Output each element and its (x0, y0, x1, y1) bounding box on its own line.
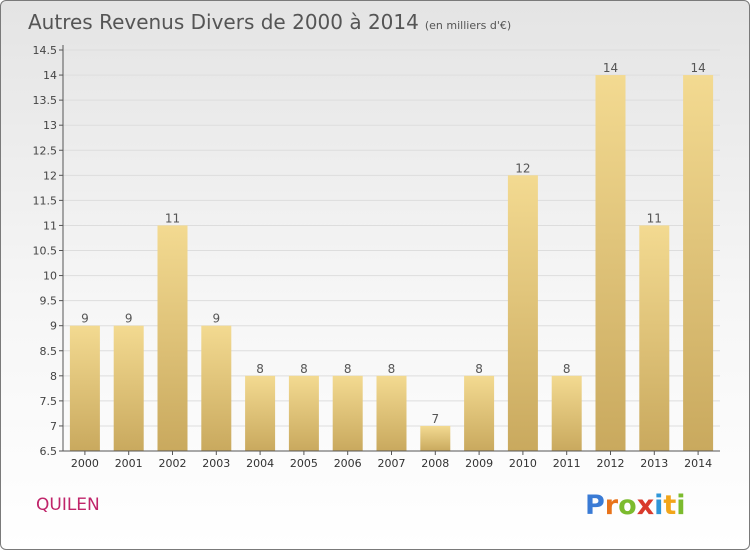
data-label: 11 (165, 211, 180, 225)
logo-letter: i (676, 490, 686, 521)
y-tick-label: 11 (43, 219, 57, 232)
data-label: 8 (300, 362, 308, 376)
y-tick-label: 7.5 (40, 395, 58, 408)
y-tick-label: 10.5 (33, 245, 58, 258)
y-tick-label: 8.5 (40, 345, 58, 358)
data-label: 14 (690, 61, 705, 75)
x-tick-label: 2014 (684, 457, 712, 470)
x-tick-label: 2003 (202, 457, 230, 470)
bar (332, 375, 363, 451)
y-tick-label: 9.5 (40, 295, 58, 308)
y-tick-label: 12 (43, 169, 57, 182)
proxiti-logo: Proxiti (585, 490, 686, 521)
logo-letter: P (585, 490, 605, 521)
bars: 9 9 11 9 8 8 8 8 7 8 12 8 14 11 14 (69, 61, 714, 451)
x-tick-label: 2011 (553, 457, 581, 470)
x-tick-label: 2005 (290, 457, 318, 470)
x-tick-label: 2009 (465, 457, 493, 470)
bar (683, 75, 714, 451)
y-tick-label: 14.5 (33, 44, 58, 57)
data-label: 9 (125, 312, 133, 326)
data-label: 14 (603, 61, 618, 75)
chart-title: Autres Revenus Divers de 2000 à 2014 (en … (28, 10, 511, 34)
data-label: 9 (212, 312, 220, 326)
x-tick-label: 2000 (71, 457, 99, 470)
y-tick-label: 8 (50, 370, 57, 383)
bar (69, 325, 100, 451)
y-tick-label: 13 (43, 119, 57, 132)
bar (507, 175, 538, 451)
x-tick-label: 2007 (378, 457, 406, 470)
x-tick-label: 2001 (115, 457, 143, 470)
y-tick-label: 9 (50, 320, 57, 333)
bar (551, 375, 582, 451)
bar (595, 75, 626, 451)
x-tick-label: 2004 (246, 457, 274, 470)
logo-letter: x (636, 490, 655, 521)
x-tick-label: 2008 (421, 457, 449, 470)
axes: 6.5 7 7.5 8 8.5 9 9.5 10 10.5 11 11.5 12 12.5 13 13.5 1… (33, 44, 720, 470)
data-label: 8 (388, 362, 396, 376)
commune-name: QUILEN (36, 495, 100, 515)
y-tick-label: 10 (43, 270, 57, 283)
logo-letter: i (654, 490, 664, 521)
data-label: 7 (431, 412, 439, 426)
bar (420, 425, 451, 451)
bar (639, 225, 670, 451)
data-label: 8 (475, 362, 483, 376)
bar (157, 225, 188, 451)
data-label: 11 (647, 211, 662, 225)
data-label: 12 (515, 161, 530, 175)
y-tick-label: 13.5 (33, 94, 58, 107)
y-tick-label: 11.5 (33, 194, 58, 207)
data-label: 8 (563, 362, 571, 376)
logo-letter: o (618, 490, 637, 521)
title-text: Autres Revenus Divers de 2000 à 2014 (28, 10, 419, 34)
bar (376, 375, 407, 451)
bar (201, 325, 232, 451)
title-unit: (en milliers d'€) (424, 19, 512, 32)
data-label: 8 (344, 362, 352, 376)
logo-letter: t (663, 490, 677, 521)
bar (464, 375, 495, 451)
bar (288, 375, 319, 451)
x-tick-label: 2002 (159, 457, 187, 470)
y-tick-label: 12.5 (33, 144, 58, 157)
x-tick-label: 2012 (597, 457, 625, 470)
y-tick-label: 6.5 (40, 445, 58, 458)
y-tick-label: 7 (50, 420, 57, 433)
data-label: 9 (81, 312, 89, 326)
data-label: 8 (256, 362, 264, 376)
y-tick-label: 14 (43, 69, 57, 82)
x-tick-label: 2010 (509, 457, 537, 470)
logo-letter: r (604, 490, 619, 521)
bar (245, 375, 276, 451)
bar (113, 325, 144, 451)
x-tick-label: 2006 (334, 457, 362, 470)
x-tick-label: 2013 (640, 457, 668, 470)
